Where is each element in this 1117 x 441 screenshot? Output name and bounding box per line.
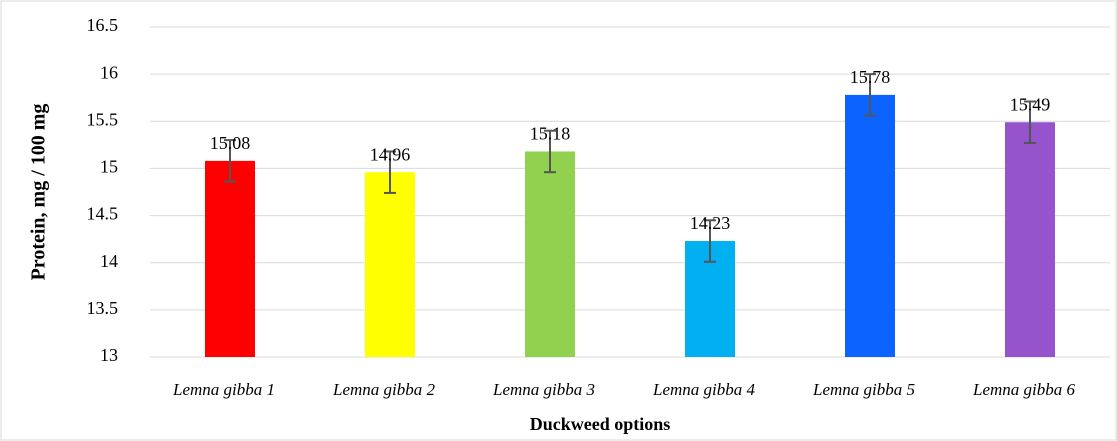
error-bar (224, 139, 236, 183)
error-bar (544, 129, 556, 174)
y-tick-label: 14 (100, 251, 118, 271)
y-tick-label: 15.5 (87, 109, 119, 129)
x-tick-label: Lemna gibba 3 (492, 380, 595, 399)
error-bar (384, 150, 396, 194)
data-label: 14.23 (690, 213, 731, 233)
data-label: 15.18 (530, 124, 571, 144)
y-axis-title: Protein, mg / 100 mg (28, 104, 50, 281)
x-tick-label: Lemna gibba 1 (172, 380, 275, 399)
x-tick-label: Lemna gibba 6 (972, 380, 1076, 399)
x-tick-label: Lemna gibba 4 (652, 380, 756, 399)
x-tick-label: Lemna gibba 2 (332, 380, 436, 399)
data-label: 14.96 (370, 144, 411, 164)
y-tick-label: 14.5 (87, 204, 119, 224)
y-tick-label: 15 (100, 157, 118, 177)
data-label: 15.78 (850, 67, 891, 87)
data-label: 15.49 (1010, 94, 1051, 114)
y-tick-label: 13.5 (87, 298, 119, 318)
error-bar (864, 73, 876, 117)
error-bar (704, 219, 716, 263)
bar (205, 160, 255, 357)
bar (845, 94, 895, 357)
bar (1005, 122, 1055, 357)
bar (525, 151, 575, 357)
y-tick-label: 16.5 (87, 15, 119, 35)
x-tick-label: Lemna gibba 5 (812, 380, 915, 399)
bar (365, 172, 415, 357)
error-bar (1024, 100, 1036, 144)
y-tick-label: 13 (100, 345, 118, 365)
x-axis-title: Duckweed options (530, 414, 671, 434)
y-tick-label: 16 (100, 62, 118, 82)
data-label: 15.08 (210, 133, 251, 153)
